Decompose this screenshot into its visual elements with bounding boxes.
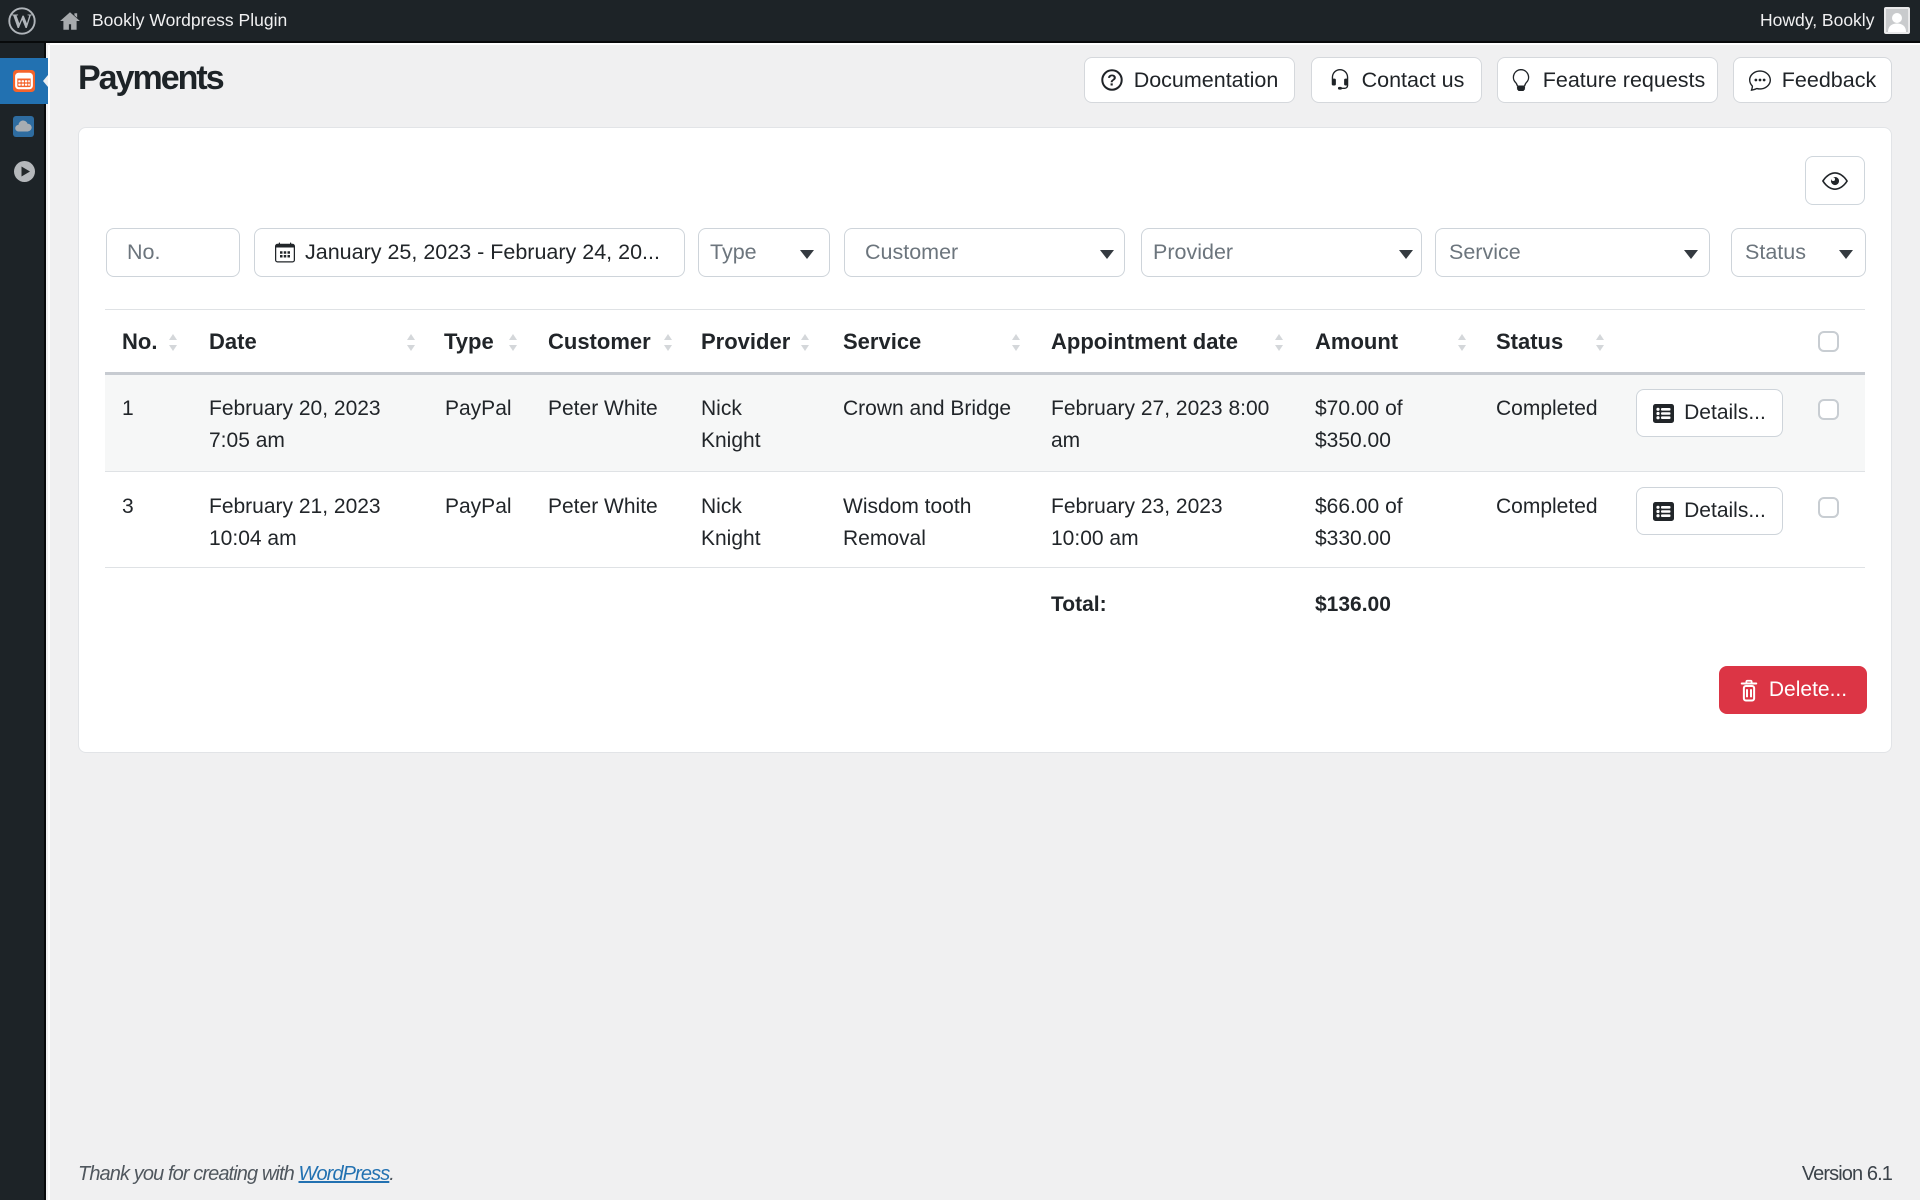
svg-text:?: ? <box>1107 72 1116 89</box>
svg-text:W: W <box>12 11 33 33</box>
